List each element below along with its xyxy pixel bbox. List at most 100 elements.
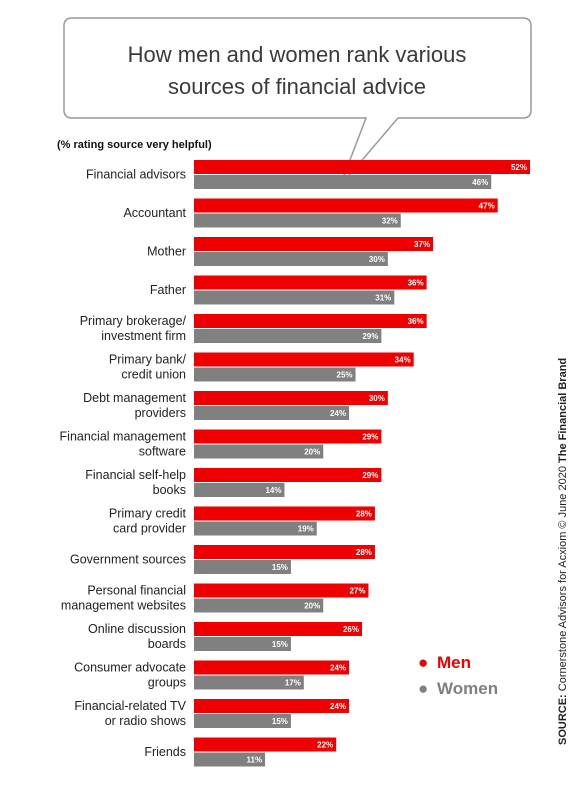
category-label-line: Financial advisors: [86, 168, 186, 182]
bar-men-6: [194, 391, 388, 405]
bar-men-5: [194, 352, 414, 367]
category-labels-group: Financial advisors Accountant Mother Father…: [60, 168, 187, 760]
bar-men-11: [194, 583, 369, 598]
category-label-line: Consumer advocate: [74, 661, 186, 675]
bar-men-10: [194, 545, 375, 559]
category-label-line: Primary bank/: [109, 353, 187, 367]
category-label-line: Primary credit: [109, 507, 187, 521]
value-label-men-2: 37%: [414, 240, 430, 249]
bar-women-15: [194, 752, 266, 767]
category-label-line: groups: [148, 676, 186, 690]
category-label-3: Father: [150, 283, 186, 297]
category-label-line: investment firm: [101, 329, 186, 343]
value-label-men-1: 47%: [479, 202, 495, 211]
bar-women-9: [194, 521, 317, 536]
category-label-line: Financial management: [60, 430, 187, 444]
bar-women-2: [194, 252, 388, 266]
value-label-women-14: 15%: [272, 717, 288, 726]
value-label-men-6: 30%: [369, 394, 385, 403]
category-label-1: Accountant: [123, 206, 186, 220]
category-label-7: Financial management software: [60, 430, 187, 459]
bar-women-4: [194, 329, 382, 343]
value-label-women-8: 14%: [265, 486, 281, 495]
chart-title-line-2: sources of financial advice: [168, 74, 426, 99]
value-label-women-1: 32%: [382, 217, 398, 226]
bar-women-10: [194, 560, 291, 574]
legend-item-women: ● Women: [418, 679, 498, 698]
chart-subtitle: (% rating source very helpful): [57, 139, 212, 151]
bar-men-14: [194, 699, 350, 713]
value-label-men-11: 27%: [349, 587, 365, 596]
legend-label-women: Women: [437, 679, 498, 698]
bar-men-7: [194, 429, 382, 444]
bar-men-2: [194, 237, 434, 251]
category-label-9: Primary credit card provider: [109, 507, 187, 536]
bar-women-3: [194, 290, 395, 305]
category-label-line: Friends: [144, 745, 186, 759]
bar-women-0: [194, 175, 492, 189]
category-label-line: Debt management: [83, 391, 186, 405]
category-label-15: Friends: [144, 745, 186, 759]
title-bubble: [63, 17, 532, 187]
bar-women-8: [194, 483, 285, 497]
category-label-line: Government sources: [70, 553, 186, 567]
chart-title-line-1: How men and women rank various: [128, 42, 467, 67]
value-label-women-2: 30%: [369, 255, 385, 264]
bar-men-13: [194, 660, 350, 675]
category-label-line: Father: [150, 283, 186, 297]
value-label-women-5: 25%: [337, 371, 353, 380]
bar-men-15: [194, 737, 337, 752]
bar-men-1: [194, 198, 498, 213]
value-label-men-12: 26%: [343, 625, 359, 634]
category-label-line: Financial self-help: [85, 468, 186, 482]
bar-men-12: [194, 622, 362, 636]
category-label-line: card provider: [113, 522, 186, 536]
category-label-6: Debt management providers: [83, 391, 186, 420]
bar-women-12: [194, 637, 291, 651]
category-label-line: management websites: [61, 599, 186, 613]
bar-women-11: [194, 598, 324, 613]
category-label-11: Personal financial management websites: [61, 584, 186, 613]
category-label-line: Mother: [147, 245, 186, 259]
value-label-women-3: 31%: [375, 294, 391, 303]
bar-women-13: [194, 675, 304, 690]
category-label-line: books: [153, 483, 186, 497]
category-label-8: Financial self-help books: [85, 468, 186, 497]
value-label-women-6: 24%: [330, 409, 346, 418]
value-label-men-7: 29%: [362, 433, 378, 442]
value-label-women-9: 19%: [298, 525, 314, 534]
value-label-men-15: 22%: [317, 741, 333, 750]
bar-men-0: [194, 160, 530, 174]
category-label-line: Accountant: [123, 206, 186, 220]
category-label-line: software: [139, 445, 186, 459]
source-prefix: SOURCE:: [557, 694, 569, 745]
category-label-line: providers: [135, 406, 186, 420]
category-label-10: Government sources: [70, 553, 186, 567]
bars-group: 52% 46% 47% 32% 37% 30% 36% 31% 36% 29% 34% 25% 30% 2…: [194, 160, 530, 767]
value-label-women-12: 15%: [272, 640, 288, 649]
bar-men-9: [194, 506, 375, 521]
bar-men-3: [194, 275, 427, 290]
category-label-2: Mother: [147, 245, 186, 259]
source-text: Cornerstone Advisors for Acxiom © June 2…: [557, 463, 569, 694]
bar-women-7: [194, 444, 324, 459]
value-label-women-15: 11%: [246, 756, 262, 765]
category-label-line: or radio shows: [105, 714, 186, 728]
value-label-women-10: 15%: [272, 563, 288, 572]
value-label-women-13: 17%: [285, 679, 301, 688]
legend-marker-men: ●: [418, 653, 428, 672]
category-label-0: Financial advisors: [86, 168, 186, 182]
value-label-men-14: 24%: [330, 702, 346, 711]
value-label-men-13: 24%: [330, 664, 346, 673]
value-label-men-9: 28%: [356, 510, 372, 519]
bar-men-8: [194, 468, 382, 482]
legend: ● Men ● Women: [418, 653, 498, 698]
value-label-men-4: 36%: [408, 317, 424, 326]
category-label-14: Financial-related TV or radio shows: [74, 699, 186, 728]
bar-women-5: [194, 367, 356, 382]
value-label-men-8: 29%: [362, 471, 378, 480]
value-label-women-11: 20%: [304, 602, 320, 611]
category-label-line: Primary brokerage/: [80, 314, 187, 328]
category-label-12: Online discussion boards: [88, 622, 186, 651]
